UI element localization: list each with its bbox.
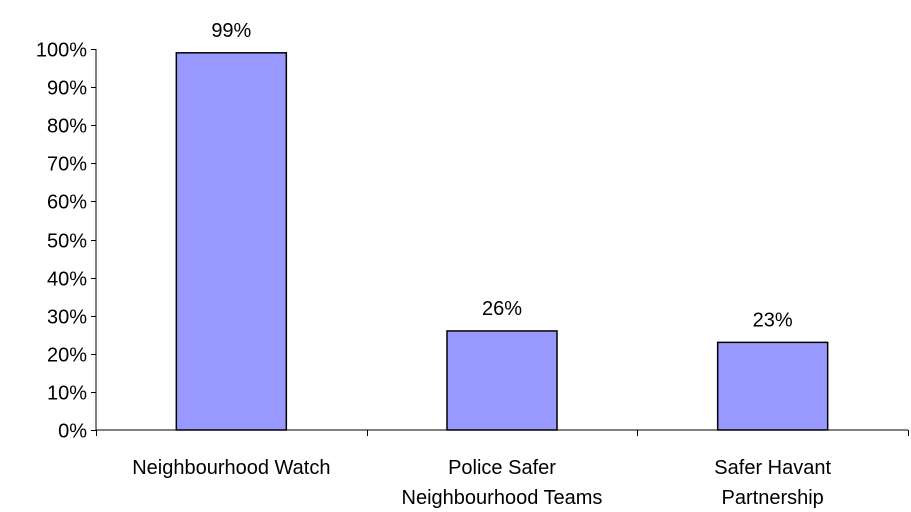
y-tick-label: 0% (58, 421, 87, 443)
y-tick-label: 30% (47, 307, 87, 329)
y-tick-label: 50% (47, 231, 87, 253)
data-labels: 99% 26% 23% (211, 20, 793, 332)
y-tick-label: 20% (47, 345, 87, 367)
y-tick-label: 80% (47, 116, 87, 138)
y-tick-label: 70% (47, 154, 87, 176)
y-tick-label: 90% (47, 78, 87, 100)
y-axis-ticks: 0% 10% 20% 30% 40% 50% 60% 70% 80% 90% 100% (36, 40, 96, 443)
y-tick-label: 40% (47, 269, 87, 291)
bar (175, 52, 288, 431)
x-axis-ticks (96, 430, 909, 436)
category-label: Police Safer Neighbourhood Teams (402, 457, 603, 509)
y-tick-label: 60% (47, 192, 87, 214)
category-labels: Neighbourhood Watch Police Safer Neighbour… (132, 457, 831, 509)
data-label: 23% (753, 309, 793, 331)
category-label: Neighbourhood Watch (132, 457, 330, 479)
bar (446, 330, 558, 431)
data-label: 26% (482, 298, 522, 320)
bar (716, 341, 829, 431)
y-tick-label: 100% (36, 40, 87, 62)
category-label: Safer Havant Partnership (714, 457, 831, 509)
data-label: 99% (211, 20, 251, 42)
bars (175, 52, 829, 431)
y-tick-label: 10% (47, 383, 87, 405)
